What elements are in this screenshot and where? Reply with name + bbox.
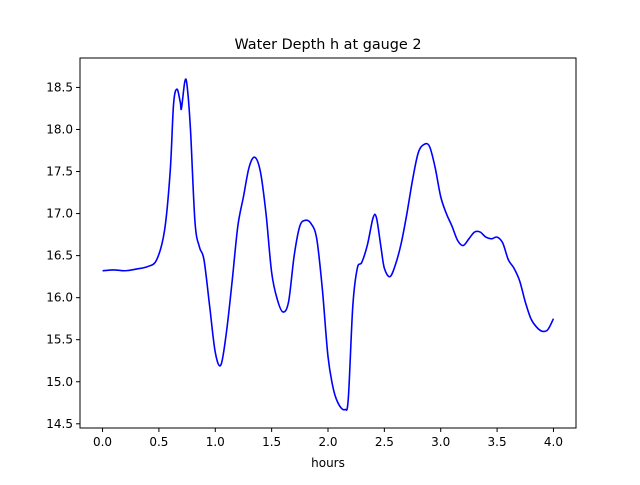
y-tick-label: 17.0 xyxy=(46,207,73,221)
y-tick-label: 17.5 xyxy=(46,165,73,179)
x-tick-label: 4.0 xyxy=(544,435,563,449)
x-tick-label: 1.5 xyxy=(262,435,281,449)
x-axis-label: hours xyxy=(311,456,345,470)
y-tick-label: 16.0 xyxy=(46,291,73,305)
x-tick-label: 3.0 xyxy=(431,435,450,449)
y-tick-label: 14.5 xyxy=(46,417,73,431)
x-tick-label: 1.0 xyxy=(206,435,225,449)
y-tick-label: 18.5 xyxy=(46,80,73,94)
y-tick-label: 15.0 xyxy=(46,375,73,389)
x-tick-label: 0.0 xyxy=(93,435,112,449)
data-layer xyxy=(102,78,555,411)
ticks-layer: 0.0 0.5 1.0 1.5 2.0 2.5 3.0 3.5 4.0 14.5 15.0 15.5 1… xyxy=(46,80,563,449)
x-tick-label: 2.0 xyxy=(318,435,337,449)
x-tick-label: 3.5 xyxy=(488,435,507,449)
chart-title: Water Depth h at gauge 2 xyxy=(234,37,421,53)
series-line-0 xyxy=(102,78,555,411)
plot-frame xyxy=(79,57,577,429)
y-tick-label: 18.0 xyxy=(46,122,73,136)
x-tick-label: 2.5 xyxy=(375,435,394,449)
y-tick-label: 15.5 xyxy=(46,333,73,347)
y-tick-label: 16.5 xyxy=(46,249,73,263)
x-tick-label: 0.5 xyxy=(149,435,168,449)
